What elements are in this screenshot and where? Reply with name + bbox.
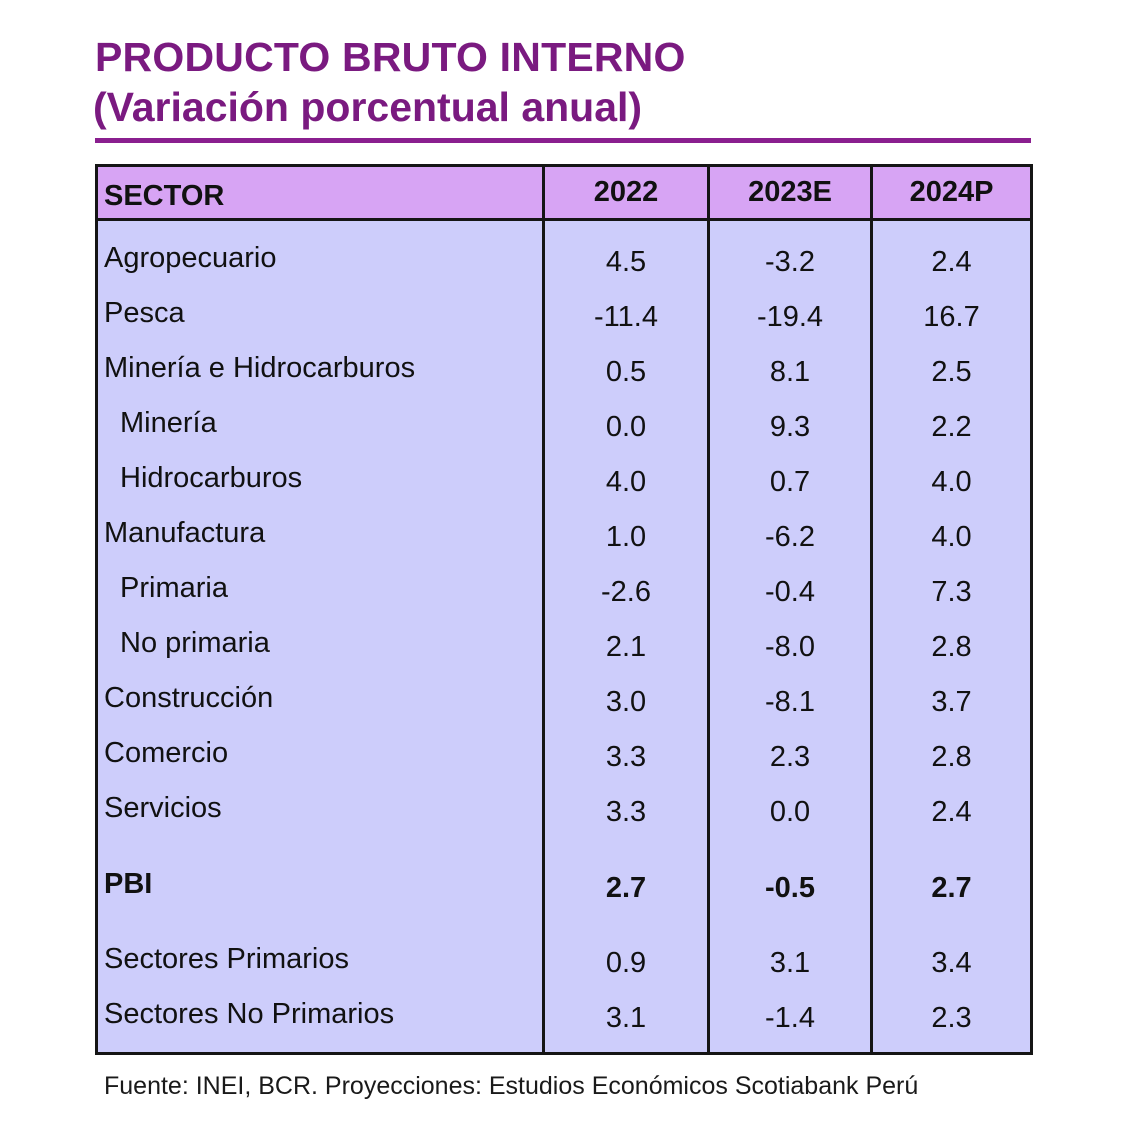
header-sector: SECTOR xyxy=(104,180,225,212)
row-label: Pesca xyxy=(104,297,185,329)
row-label: Construcción xyxy=(104,682,274,714)
value-2023e: 8.1 xyxy=(769,356,811,388)
value-2024p: 7.3 xyxy=(931,576,972,608)
value-2023e: -0.5 xyxy=(765,872,815,904)
gdp-table: SECTOR 2022 2023E 2024P Agropecuario 4.5… xyxy=(95,164,1033,1055)
value-2023e: 2.3 xyxy=(769,741,811,773)
value-2023e: -6.2 xyxy=(765,521,815,553)
page-title: PRODUCTO BRUTO INTERNO xyxy=(95,34,686,80)
row-label: Minería e Hidrocarburos xyxy=(104,352,416,384)
value-2023e: 3.1 xyxy=(769,947,811,979)
source-note: Fuente: INEI, BCR. Proyecciones: Estudio… xyxy=(104,1072,919,1100)
value-2024p: 4.0 xyxy=(931,521,972,553)
value-2023e: -8.1 xyxy=(765,686,815,718)
value-2022: 0.0 xyxy=(605,411,647,443)
table-row: Manufactura 1.0 -6.2 4.0 xyxy=(98,513,1030,553)
value-2024p: 2.8 xyxy=(931,741,972,773)
row-label: No primaria xyxy=(120,627,270,659)
value-2023e: -0.4 xyxy=(765,576,815,608)
table-row: Pesca -11.4 -19.4 16.7 xyxy=(98,293,1030,333)
row-label: Agropecuario xyxy=(104,242,277,274)
value-2022: 3.1 xyxy=(605,1002,647,1034)
row-label: Primaria xyxy=(120,572,228,604)
value-2022: -2.6 xyxy=(601,576,651,608)
value-2022: 1.0 xyxy=(605,521,647,553)
column-divider xyxy=(870,167,873,1052)
table-row: Sectores Primarios 0.9 3.1 3.4 xyxy=(98,939,1030,979)
value-2022: 0.9 xyxy=(605,947,647,979)
row-label: Sectores No Primarios xyxy=(104,998,395,1030)
header-2022: 2022 xyxy=(593,176,659,208)
value-2023e: -19.4 xyxy=(756,301,824,333)
value-2023e: -3.2 xyxy=(765,246,815,278)
value-2024p: 2.4 xyxy=(931,796,972,828)
value-2024p: 2.8 xyxy=(931,631,972,663)
row-label: Servicios xyxy=(104,792,222,824)
table-row-total: PBI 2.7 -0.5 2.7 xyxy=(98,864,1030,904)
value-2024p: 2.2 xyxy=(931,411,972,443)
table-row: Servicios 3.3 0.0 2.4 xyxy=(98,788,1030,828)
row-label: PBI xyxy=(104,868,153,900)
value-2022: 4.0 xyxy=(605,466,647,498)
value-2024p: 2.7 xyxy=(931,872,972,904)
column-divider xyxy=(707,167,710,1052)
table-row: Construcción 3.0 -8.1 3.7 xyxy=(98,678,1030,718)
row-label: Minería xyxy=(120,407,217,439)
value-2024p: 3.4 xyxy=(931,947,972,979)
title-divider xyxy=(95,138,1031,143)
table-header: SECTOR 2022 2023E 2024P xyxy=(98,167,1030,221)
header-2024p: 2024P xyxy=(909,176,994,208)
value-2024p: 16.7 xyxy=(923,301,980,333)
value-2022: -11.4 xyxy=(594,301,658,333)
row-label: Hidrocarburos xyxy=(120,462,303,494)
header-2023e: 2023E xyxy=(748,176,832,208)
value-2023e: -1.4 xyxy=(765,1002,815,1034)
value-2023e: 0.7 xyxy=(769,466,811,498)
row-label: Manufactura xyxy=(104,517,266,549)
value-2024p: 2.4 xyxy=(931,246,972,278)
value-2023e: 0.0 xyxy=(769,796,811,828)
table-row: Sectores No Primarios 3.1 -1.4 2.3 xyxy=(98,994,1030,1034)
table-row: Minería e Hidrocarburos 0.5 8.1 2.5 xyxy=(98,348,1030,388)
value-2024p: 3.7 xyxy=(931,686,972,718)
value-2022: 2.7 xyxy=(605,872,647,904)
value-2023e: -8.0 xyxy=(765,631,815,663)
column-divider xyxy=(542,167,545,1052)
row-label: Comercio xyxy=(104,737,229,769)
value-2022: 4.5 xyxy=(605,246,647,278)
table-row: No primaria 2.1 -8.0 2.8 xyxy=(98,623,1030,663)
value-2022: 3.3 xyxy=(605,741,647,773)
value-2023e: 9.3 xyxy=(769,411,811,443)
value-2022: 2.1 xyxy=(605,631,647,663)
table-row: Hidrocarburos 4.0 0.7 4.0 xyxy=(98,458,1030,498)
table-row: Agropecuario 4.5 -3.2 2.4 xyxy=(98,238,1030,278)
value-2022: 0.5 xyxy=(605,356,647,388)
table-row: Primaria -2.6 -0.4 7.3 xyxy=(98,568,1030,608)
value-2024p: 2.5 xyxy=(931,356,972,388)
page-subtitle: (Variación porcentual anual) xyxy=(93,84,643,130)
value-2024p: 2.3 xyxy=(931,1002,972,1034)
row-label: Sectores Primarios xyxy=(104,943,349,975)
table-row: Minería 0.0 9.3 2.2 xyxy=(98,403,1030,443)
value-2024p: 4.0 xyxy=(931,466,972,498)
value-2022: 3.0 xyxy=(605,686,647,718)
value-2022: 3.3 xyxy=(605,796,647,828)
table-row: Comercio 3.3 2.3 2.8 xyxy=(98,733,1030,773)
